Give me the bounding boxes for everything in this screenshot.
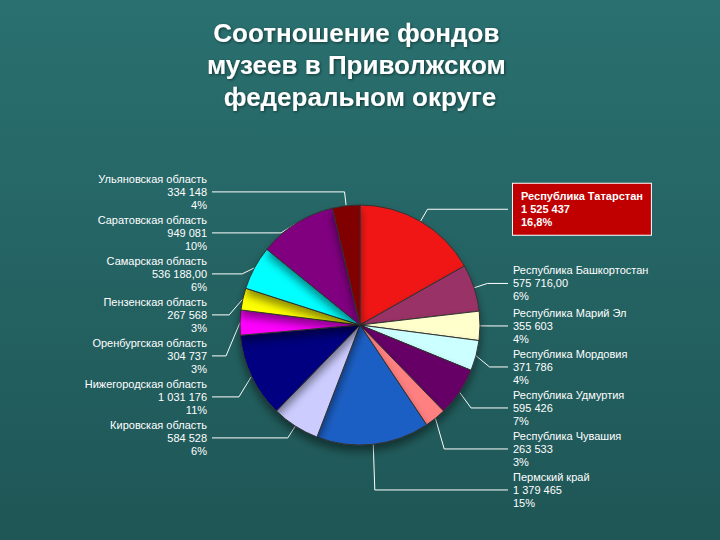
svg-text:федеральном округе: федеральном округе [224,82,497,112]
svg-text:4%: 4% [191,199,207,211]
svg-text:Саратовская область: Саратовская область [98,214,208,226]
svg-text:Пензенская область: Пензенская область [103,296,207,308]
svg-text:6%: 6% [191,445,207,457]
svg-text:Кировская область: Кировская область [110,419,207,431]
svg-text:4%: 4% [513,333,529,345]
svg-text:16,8%: 16,8% [521,216,552,228]
svg-text:Нижегородская область: Нижегородская область [85,378,208,390]
svg-text:1 525 437: 1 525 437 [521,203,570,215]
svg-text:371 786: 371 786 [513,361,553,373]
svg-text:Республика Чувашия: Республика Чувашия [513,430,621,442]
svg-text:Самарская область: Самарская область [107,255,208,267]
svg-text:Ульяновская область: Ульяновская область [98,173,207,185]
svg-text:10%: 10% [185,240,207,252]
svg-text:595 426: 595 426 [513,402,553,414]
svg-text:Республика Башкортостан: Республика Башкортостан [513,264,648,276]
svg-text:11%: 11% [186,404,207,416]
svg-text:4%: 4% [513,374,529,386]
svg-text:584 528: 584 528 [167,432,207,444]
svg-text:3%: 3% [513,456,529,468]
svg-text:263 533: 263 533 [513,443,553,455]
svg-text:Соотношение фондов: Соотношение фондов [213,18,506,48]
svg-text:Пермский край: Пермский край [513,471,590,483]
svg-text:музеев в Приволжском: музеев в Приволжском [207,50,513,80]
svg-text:Республика Мордовия: Республика Мордовия [513,348,627,360]
svg-text:536 188,00: 536 188,00 [152,268,207,280]
svg-text:304 737: 304 737 [167,350,207,362]
svg-text:334 148: 334 148 [167,186,207,198]
svg-text:267 568: 267 568 [167,309,207,321]
svg-text:575 716,00: 575 716,00 [513,277,568,289]
svg-text:Оренбургская область: Оренбургская область [92,337,207,349]
svg-text:Республика Татарстан: Республика Татарстан [521,190,643,202]
svg-text:Республика Удмуртия: Республика Удмуртия [513,389,624,401]
svg-text:Республика Марий Эл: Республика Марий Эл [513,307,626,319]
svg-text:1 379 465: 1 379 465 [513,484,562,496]
svg-text:15%: 15% [513,497,535,509]
svg-text:949 081: 949 081 [167,227,207,239]
svg-text:7%: 7% [513,415,529,427]
svg-text:6%: 6% [191,281,207,293]
svg-text:6%: 6% [513,290,529,302]
svg-text:3%: 3% [191,322,207,334]
svg-text:3%: 3% [191,363,207,375]
svg-text:355 603: 355 603 [513,320,553,332]
svg-text:1 031 176: 1 031 176 [158,391,207,403]
